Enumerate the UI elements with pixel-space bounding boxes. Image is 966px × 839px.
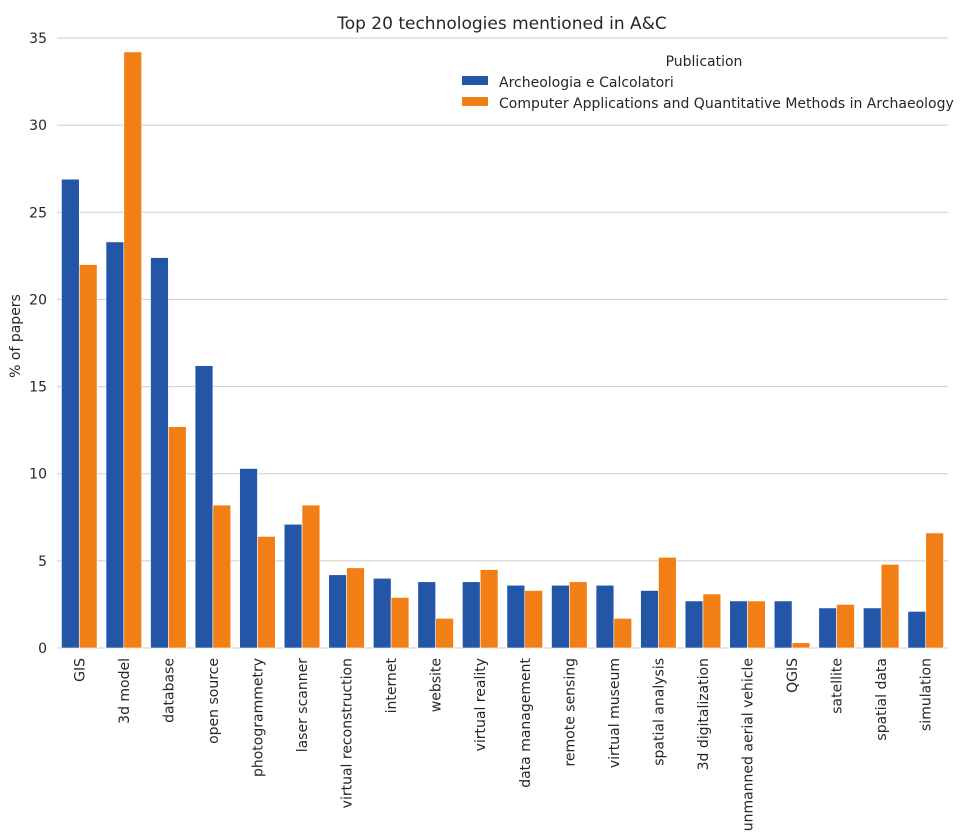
x-tick-label-simulation: simulation: [919, 658, 935, 731]
bar-photogrammetry-archeologia: [239, 468, 258, 649]
bar-satellite-archeologia: [818, 607, 837, 649]
bar-open-source-archeologia: [194, 365, 214, 649]
x-tick-label-satellite: satellite: [830, 658, 846, 714]
bar-database-archeologia: [150, 257, 169, 649]
bar-satellite-caa: [836, 604, 855, 649]
bar-remote-sensing-archeologia: [551, 584, 570, 649]
bar-unmanned-aerial-vehicle-archeologia: [729, 600, 748, 649]
bar-unmanned-aerial-vehicle-caa: [747, 600, 766, 649]
bar-virtual-reconstruction-caa: [346, 567, 365, 649]
gridlines: [57, 37, 948, 649]
y-tick-label-5: 5: [38, 554, 47, 570]
bar-simulation-caa: [925, 532, 944, 649]
bar-spatial-data-archeologia: [863, 607, 882, 649]
legend-title: Publication: [666, 54, 743, 70]
x-tick-label-open-source: open source: [206, 658, 222, 744]
bar-3d-model-archeologia: [105, 241, 125, 649]
bar-spatial-analysis-caa: [658, 557, 677, 649]
bar-3d-digitalization-caa: [702, 593, 722, 649]
x-tick-label-database: database: [161, 658, 177, 723]
legend-swatch-archeologia: [462, 76, 488, 85]
x-tick-label-qgis: QGIS: [785, 658, 801, 693]
bar-remote-sensing-caa: [569, 581, 588, 649]
bar-3d-model-caa: [123, 51, 142, 649]
bar-photogrammetry-caa: [257, 536, 276, 649]
y-axis-label: % of papers: [8, 294, 24, 378]
bar-open-source-caa: [212, 504, 232, 649]
x-tick-label-unmanned-aerial-vehicle: unmanned aerial vehicle: [741, 658, 757, 831]
legend-swatch-caa: [462, 97, 488, 106]
y-tick-labels: 0 5 10 15 20 25 30 35: [29, 31, 47, 657]
bar-internet-archeologia: [373, 577, 392, 649]
x-tick-label-remote-sensing: remote sensing: [562, 658, 578, 767]
y-tick-label-25: 25: [29, 205, 47, 221]
bar-laser-scanner-archeologia: [283, 523, 303, 649]
x-tick-label-spatial-analysis: spatial analysis: [651, 658, 667, 766]
bar-virtual-reality-archeologia: [462, 581, 481, 649]
x-tick-label-virtual-reality: virtual reality: [473, 658, 489, 751]
bar-data-management-caa: [524, 590, 543, 649]
bars: [61, 51, 944, 649]
bar-spatial-analysis-archeologia: [640, 590, 659, 649]
bar-qgis-archeologia: [773, 600, 793, 649]
x-tick-label-photogrammetry: photogrammetry: [250, 658, 266, 777]
x-tick-label-internet: internet: [384, 657, 400, 713]
x-tick-label-3d-digitalization: 3d digitalization: [696, 658, 712, 770]
bar-spatial-data-caa: [880, 564, 900, 649]
bar-laser-scanner-caa: [301, 504, 321, 649]
y-tick-label-0: 0: [38, 641, 47, 657]
bar-qgis-caa: [791, 642, 811, 649]
y-tick-label-35: 35: [29, 31, 47, 47]
x-tick-label-laser-scanner: laser scanner: [295, 658, 311, 753]
bar-simulation-archeologia: [907, 611, 927, 649]
bar-virtual-museum-archeologia: [595, 584, 615, 649]
bar-3d-digitalization-archeologia: [684, 600, 704, 649]
bar-website-caa: [435, 618, 454, 649]
bar-virtual-reconstruction-archeologia: [328, 574, 347, 649]
x-tick-label-gis: GIS: [72, 658, 88, 682]
legend-label-caa: Computer Applications and Quantitative M…: [499, 96, 954, 112]
bar-data-management-archeologia: [506, 584, 526, 649]
x-tick-label-spatial-data: spatial data: [874, 658, 890, 741]
x-tick-label-website: website: [429, 658, 445, 712]
legend-label-archeologia: Archeologia e Calcolatori: [499, 75, 674, 91]
y-tick-label-15: 15: [29, 380, 47, 396]
y-tick-label-20: 20: [29, 292, 47, 308]
bar-virtual-museum-caa: [613, 618, 632, 649]
legend[interactable]: Publication Archeologia e Calcolatori Co…: [462, 54, 954, 112]
bar-internet-caa: [390, 597, 410, 649]
x-tick-labels: GIS 3d model database open source photogramm…: [72, 657, 934, 831]
x-tick-label-3d-model: 3d model: [117, 658, 133, 724]
bar-website-archeologia: [417, 581, 436, 649]
y-tick-label-10: 10: [29, 467, 47, 483]
chart-title: Top 20 technologies mentioned in A&C: [336, 14, 667, 34]
bar-gis-caa: [78, 264, 98, 649]
bar-database-caa: [168, 426, 187, 649]
bar-gis-archeologia: [61, 178, 80, 649]
x-tick-label-virtual-museum: virtual museum: [607, 658, 623, 768]
x-tick-label-data-management: data management: [518, 658, 534, 788]
y-tick-label-30: 30: [29, 118, 47, 134]
x-tick-label-virtual-reconstruction: virtual reconstruction: [340, 658, 356, 808]
bar-virtual-reality-caa: [479, 569, 499, 649]
